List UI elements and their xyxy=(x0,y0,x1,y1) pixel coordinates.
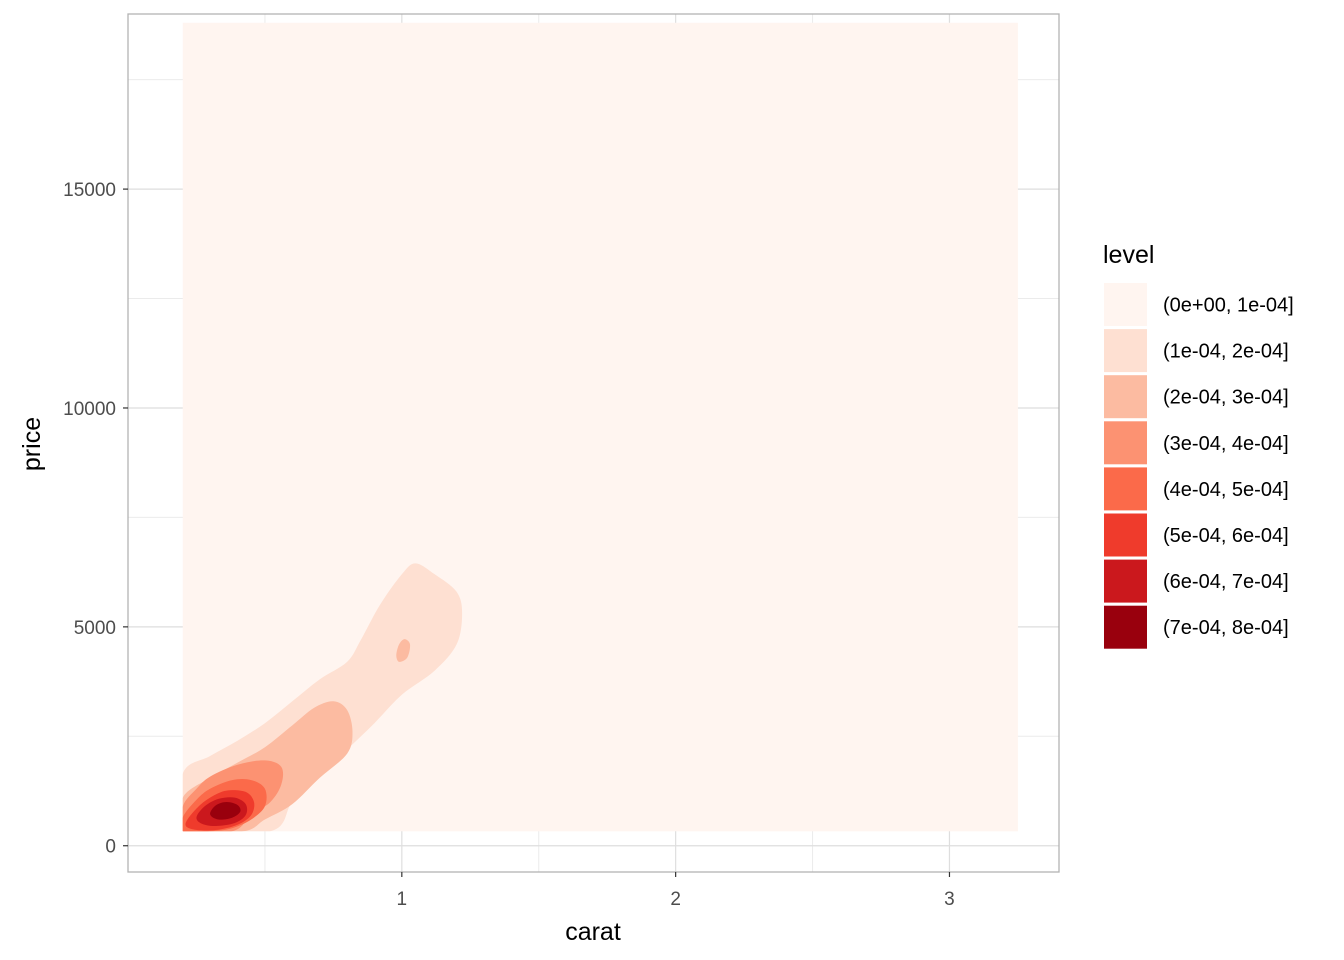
x-axis-title: carat xyxy=(565,918,621,946)
density-band-level-8 xyxy=(210,801,241,820)
legend-label: (6e-04, 7e-04] xyxy=(1163,571,1289,593)
legend-label: (3e-04, 4e-04] xyxy=(1163,433,1289,455)
legend-key xyxy=(1104,283,1147,326)
y-axis-title: price xyxy=(18,417,46,471)
legend: level (0e+00, 1e-04] (1e-04, 2e-04] (2e-04… xyxy=(1103,241,1294,649)
plot-panel xyxy=(127,13,1060,873)
density-contours xyxy=(182,563,463,832)
x-tick-label: 3 xyxy=(944,889,955,910)
legend-label: (2e-04, 3e-04] xyxy=(1163,387,1289,409)
legend-label: (0e+00, 1e-04] xyxy=(1163,295,1294,317)
y-tick-label: 0 xyxy=(105,837,116,858)
legend-label: (5e-04, 6e-04] xyxy=(1163,525,1289,547)
y-tick-label: 5000 xyxy=(74,618,116,639)
legend-key xyxy=(1104,513,1147,557)
legend-key xyxy=(1104,329,1147,373)
legend-key xyxy=(1104,605,1147,649)
x-tick-label: 1 xyxy=(397,889,408,910)
y-axis: 0 5000 10000 15000 xyxy=(63,180,128,858)
legend-label: (1e-04, 2e-04] xyxy=(1163,341,1289,363)
legend-title: level xyxy=(1103,241,1154,269)
x-axis: 1 2 3 xyxy=(397,872,955,910)
legend-label: (4e-04, 5e-04] xyxy=(1163,479,1289,501)
legend-items: (0e+00, 1e-04] (1e-04, 2e-04] (2e-04, 3e-0… xyxy=(1104,283,1294,649)
legend-label: (7e-04, 8e-04] xyxy=(1163,617,1289,639)
legend-key xyxy=(1104,559,1147,603)
x-tick-label: 2 xyxy=(670,889,681,910)
y-tick-label: 15000 xyxy=(63,180,116,201)
legend-key xyxy=(1104,375,1147,419)
density-band-level-3 xyxy=(396,639,411,662)
legend-key xyxy=(1104,421,1147,465)
legend-key xyxy=(1104,467,1147,511)
y-tick-label: 10000 xyxy=(63,399,116,420)
panel-border xyxy=(127,13,1060,873)
